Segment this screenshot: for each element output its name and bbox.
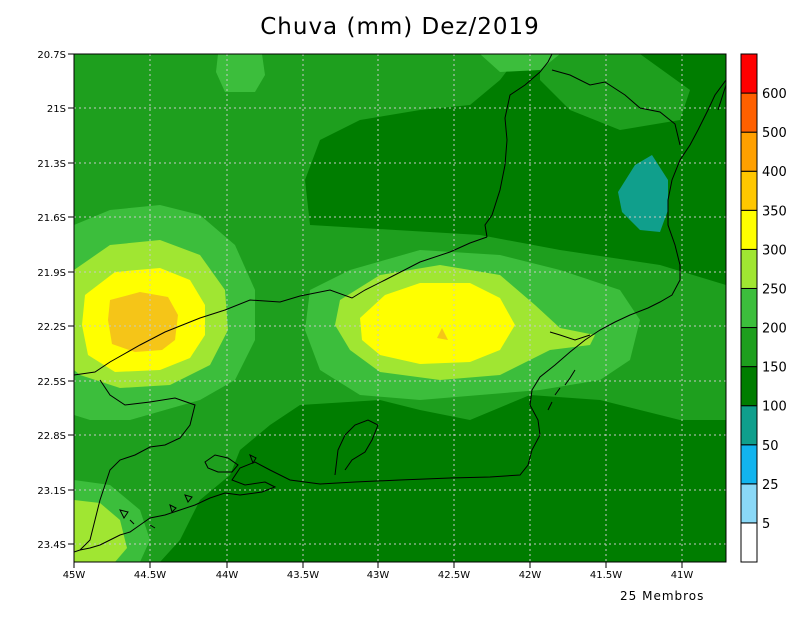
- colorbar-level-label: 5: [762, 517, 770, 532]
- border-mg-rj-sp: [74, 236, 488, 376]
- map-frame: [73, 53, 727, 563]
- rain-contour-field: [74, 54, 726, 562]
- colorbar-level-label: 400: [762, 165, 787, 180]
- x-tick-label: 41W: [671, 570, 694, 581]
- colorbar-level-label: 500: [762, 126, 787, 141]
- x-tick-labels: 45W 44.5W 44W 43.5W 43W 42.5W 42W 41.5W …: [63, 570, 694, 581]
- colorbar-swatch: [740, 327, 758, 368]
- x-tick-label: 43.5W: [287, 570, 319, 581]
- ilha-grande: [204, 454, 239, 473]
- colorbar-swatch: [740, 170, 758, 211]
- border-mg-es: [484, 54, 553, 238]
- colorbar-level-label: 600: [762, 87, 787, 102]
- x-tick-label: 44.5W: [134, 570, 166, 581]
- colorbar-level-label: 300: [762, 243, 787, 258]
- state-borders: [74, 54, 681, 551]
- colorbar-legend: 5 25 50 100 150 200 250 300 350 400 500 600: [740, 53, 787, 563]
- colorbar-level-label: 150: [762, 361, 787, 376]
- north-coast: [717, 84, 726, 111]
- y-ticks: [68, 53, 74, 545]
- colorbar-level-label: 250: [762, 282, 787, 297]
- contour-300-350-sw: [74, 500, 127, 562]
- colorbar-swatch: [740, 405, 758, 446]
- y-tick-label: 21S: [47, 104, 66, 115]
- y-tick-label: 22.5S: [37, 377, 66, 388]
- contour-250-300-top2: [480, 54, 560, 72]
- members-note: 25 Membros: [620, 589, 705, 603]
- colorbar-swatch: [740, 522, 758, 563]
- y-tick-label: 20.7S: [37, 50, 66, 61]
- colorbar-swatch: [740, 444, 758, 485]
- guanabara-bay: [334, 419, 379, 476]
- contour-400-500-center: [437, 328, 448, 340]
- colorbar-level-label: 50: [762, 439, 779, 454]
- contour-100-150: [618, 155, 668, 232]
- x-tick-label: 45W: [63, 570, 86, 581]
- contour-250-300-top: [216, 54, 265, 92]
- y-tick-label: 22.8S: [37, 431, 66, 442]
- map-title: Chuva (mm) Dez/2019: [260, 14, 540, 40]
- colorbar-level-label: 200: [762, 322, 787, 337]
- colorbar-swatch: [740, 483, 758, 524]
- y-tick-labels: 20.7S 21S 21.3S 21.6S 21.9S 22.2S 22.5S …: [37, 50, 66, 551]
- colorbar-swatch: [740, 209, 758, 250]
- colorbar-swatch: [740, 92, 758, 133]
- coastline-main: [74, 79, 726, 553]
- y-tick-label: 22.2S: [37, 322, 66, 333]
- y-tick-label: 21.9S: [37, 268, 66, 279]
- y-tick-label: 21.3S: [37, 159, 66, 170]
- colorbar-swatch: [740, 53, 758, 94]
- colorbar-level-label: 25: [762, 478, 779, 493]
- contour-350-400-center: [360, 283, 515, 364]
- y-tick-label: 23.1S: [37, 486, 66, 497]
- x-tick-label: 42W: [519, 570, 542, 581]
- colorbar-swatch: [740, 287, 758, 329]
- x-tick-label: 41.5W: [590, 570, 622, 581]
- contour-400-500: [108, 292, 178, 352]
- colorbar-level-label: 350: [762, 204, 787, 219]
- border-es-mg-north: [551, 69, 681, 146]
- x-tick-label: 44W: [216, 570, 239, 581]
- coast-islets: [119, 453, 257, 529]
- border-sp-rj: [79, 379, 196, 551]
- y-tick-label: 21.6S: [37, 213, 66, 224]
- colorbar-level-label: 100: [762, 400, 787, 415]
- coastline: [74, 79, 726, 553]
- coastline-east-islands: [547, 369, 576, 411]
- x-tick-label: 43W: [367, 570, 390, 581]
- border-rj-es: [549, 331, 591, 341]
- colorbar-swatch: [740, 366, 758, 407]
- y-tick-label: 23.4S: [37, 540, 66, 551]
- colorbar-swatch: [740, 131, 758, 172]
- x-ticks: [73, 562, 683, 568]
- x-tick-label: 42.5W: [438, 570, 470, 581]
- colorbar-swatch: [740, 248, 758, 289]
